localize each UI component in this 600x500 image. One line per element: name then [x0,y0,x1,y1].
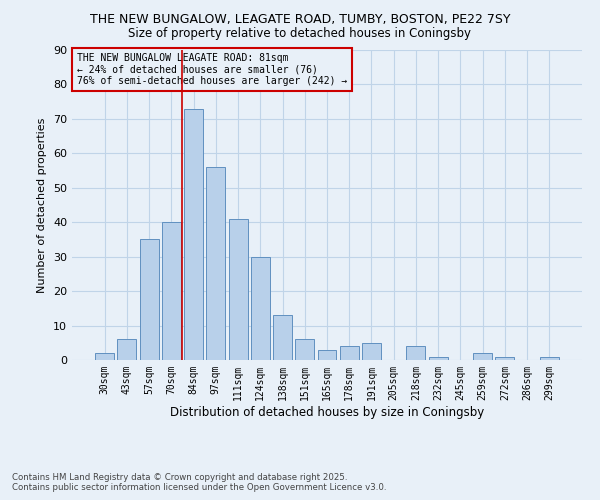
Bar [429,356,448,360]
Text: Size of property relative to detached houses in Coningsby: Size of property relative to detached ho… [128,28,472,40]
Bar [496,356,514,360]
Bar [362,343,381,360]
Y-axis label: Number of detached properties: Number of detached properties [37,118,47,292]
Bar [162,222,181,360]
Bar [118,340,136,360]
Bar [184,108,203,360]
Text: THE NEW BUNGALOW, LEAGATE ROAD, TUMBY, BOSTON, PE22 7SY: THE NEW BUNGALOW, LEAGATE ROAD, TUMBY, B… [90,12,510,26]
Bar [251,256,270,360]
Bar [317,350,337,360]
Bar [206,167,225,360]
Bar [473,353,492,360]
Bar [540,356,559,360]
X-axis label: Distribution of detached houses by size in Coningsby: Distribution of detached houses by size … [170,406,484,418]
Bar [229,219,248,360]
Text: THE NEW BUNGALOW LEAGATE ROAD: 81sqm
← 24% of detached houses are smaller (76)
7: THE NEW BUNGALOW LEAGATE ROAD: 81sqm ← 2… [77,53,347,86]
Bar [340,346,359,360]
Bar [295,340,314,360]
Bar [140,240,158,360]
Bar [406,346,425,360]
Bar [273,315,292,360]
Bar [95,353,114,360]
Text: Contains HM Land Registry data © Crown copyright and database right 2025.
Contai: Contains HM Land Registry data © Crown c… [12,473,386,492]
